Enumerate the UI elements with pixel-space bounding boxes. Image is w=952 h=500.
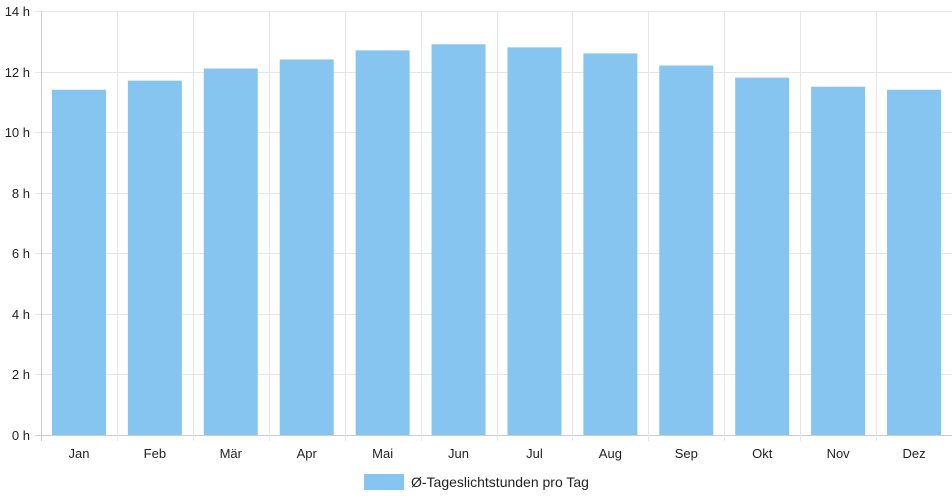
- x-tick-label: Jul: [526, 446, 543, 461]
- y-tick-label: 4 h: [12, 307, 30, 322]
- bar-jan[interactable]: [51, 89, 106, 435]
- x-tick-label: Dez: [902, 446, 925, 461]
- bar-feb[interactable]: [127, 80, 182, 436]
- bar-jun[interactable]: [431, 44, 486, 436]
- y-tick-label: 2 h: [12, 367, 30, 382]
- bars: [51, 44, 942, 436]
- x-tick-label: Mai: [372, 446, 393, 461]
- y-tick-label: 0 h: [12, 428, 30, 443]
- x-axis-tick-labels: Jan Feb Mär Apr Mai Jun Jul Aug Sep Okt Nov Dez: [68, 446, 925, 461]
- y-tick-label: 14 h: [5, 4, 30, 19]
- legend[interactable]: Ø-Tageslichtstunden pro Tag: [364, 474, 589, 490]
- x-tick-label: Sep: [675, 446, 698, 461]
- y-axis-tick-labels: 0 h 2 h 4 h 6 h 8 h 10 h 12 h 14 h: [5, 4, 30, 443]
- x-tick-label: Apr: [297, 446, 318, 461]
- bar-apr[interactable]: [279, 59, 334, 435]
- bar-sep[interactable]: [659, 65, 714, 435]
- bar-mai[interactable]: [355, 50, 410, 435]
- y-tick-label: 8 h: [12, 186, 30, 201]
- y-tick-label: 10 h: [5, 125, 30, 140]
- legend-label: Ø-Tageslichtstunden pro Tag: [411, 474, 589, 490]
- legend-swatch: [364, 474, 404, 490]
- bar-okt[interactable]: [735, 77, 790, 435]
- bar-nov[interactable]: [811, 86, 866, 435]
- x-tick-label: Okt: [752, 446, 773, 461]
- x-tick-label: Feb: [144, 446, 166, 461]
- x-tick-label: Aug: [599, 446, 622, 461]
- grid-lines: [35, 11, 952, 441]
- x-tick-label: Mär: [220, 446, 243, 461]
- y-tick-label: 6 h: [12, 246, 30, 261]
- bar-aug[interactable]: [583, 53, 638, 436]
- x-tick-label: Jan: [68, 446, 89, 461]
- x-tick-label: Jun: [448, 446, 469, 461]
- bar-jul[interactable]: [507, 47, 562, 435]
- bar-dez[interactable]: [887, 89, 942, 435]
- y-tick-label: 12 h: [5, 65, 30, 80]
- x-tick-label: Nov: [827, 446, 851, 461]
- bar-mär[interactable]: [203, 68, 258, 436]
